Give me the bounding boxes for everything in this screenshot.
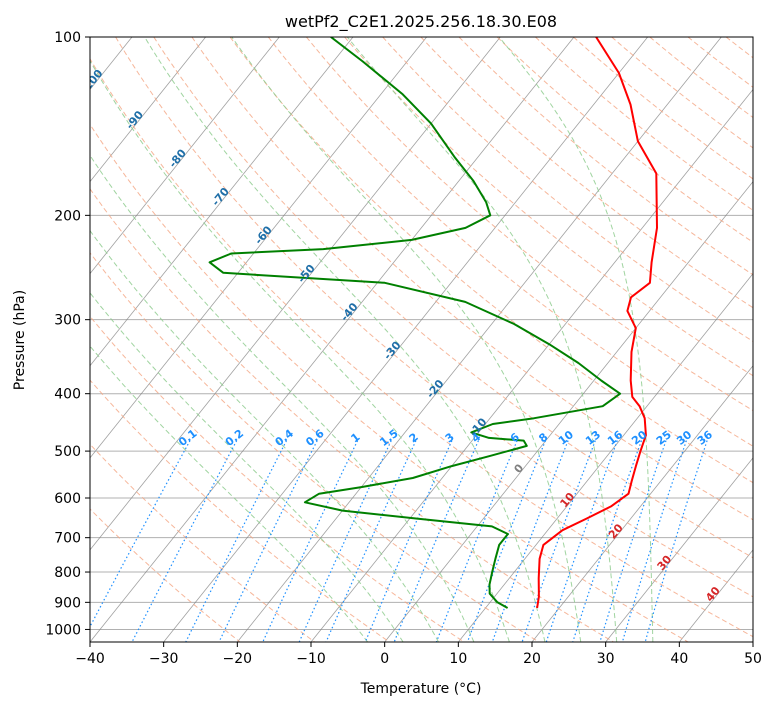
x-tick-label: 40 (670, 651, 688, 667)
y-tick-label: 400 (54, 387, 81, 403)
x-tick-label: 0 (380, 651, 389, 667)
isotherm-line (605, 457, 753, 642)
dry-adiabat (90, 188, 614, 642)
x-tick-label: −20 (223, 651, 253, 667)
skewed-isotherms (0, 37, 753, 642)
dry-adiabat (90, 123, 689, 642)
dry-adiabat (535, 37, 753, 211)
x-tick-label: 20 (523, 651, 541, 667)
dry-adiabat (496, 37, 753, 243)
dry-adiabat (458, 37, 753, 276)
chart-title: wetPf2_C2E1.2025.256.18.30.E08 (285, 12, 557, 32)
moist-adiabat (90, 292, 404, 642)
x-tick-label: 30 (597, 651, 615, 667)
mixing-ratio-line (393, 440, 479, 642)
x-tick-label: 10 (449, 651, 467, 667)
y-tick-label: 100 (54, 30, 81, 46)
mixing-ratio-line (131, 440, 238, 642)
dry-adiabat (267, 37, 753, 447)
moist-adiabat (90, 154, 475, 642)
dry-adiabat (90, 379, 390, 642)
y-tick-label: 700 (54, 531, 81, 547)
mixing-ratio-line (262, 440, 359, 642)
isotherm-line (310, 88, 753, 642)
mixing-ratio-line (298, 440, 392, 642)
moist-adiabat (90, 229, 439, 642)
mixing-ratio-line (185, 440, 288, 642)
y-tick-label: 200 (54, 208, 81, 224)
mixing-ratio-line (435, 440, 518, 642)
isotherm-line (0, 37, 58, 642)
x-tick-label: −30 (149, 651, 179, 667)
moist-adiabat (498, 37, 654, 642)
dry-adiabat (153, 37, 753, 559)
isotherm-line (90, 37, 427, 459)
dry-adiabat (115, 37, 753, 598)
y-tick-label: 500 (54, 444, 81, 460)
plot-frame (89, 36, 754, 643)
dry-adiabat (420, 37, 753, 309)
moist-adiabat (90, 345, 369, 642)
mixing-ratio-line (491, 440, 569, 642)
isotherm-line (531, 365, 753, 642)
x-tick-label: −40 (75, 651, 105, 667)
dewpoint-profile (208, 37, 622, 609)
x-tick-label: −10 (296, 651, 326, 667)
y-tick-label: 600 (54, 491, 81, 507)
y-tick-label: 300 (54, 313, 81, 329)
isotherm-line (90, 37, 206, 183)
x-axis-label: Temperature (°C) (360, 681, 482, 697)
mixing-ratio-line (218, 440, 318, 642)
y-axis-label: Pressure (hPa) (12, 290, 28, 390)
isotherm-line (90, 37, 354, 367)
y-tick-label: 900 (54, 595, 81, 611)
isotherm-line (752, 641, 753, 642)
y-tick-label: 800 (54, 565, 81, 581)
temperature-profile (536, 37, 658, 609)
isotherm-line (237, 37, 722, 642)
mixing-ratio-line (599, 440, 667, 642)
dry-adiabat (611, 37, 753, 149)
isotherm-line (90, 37, 501, 551)
mixing-ratio-line (364, 440, 453, 642)
moist-adiabats (90, 37, 654, 642)
mixing-ratio-line (621, 440, 687, 642)
moist-adiabat (144, 37, 546, 642)
dry-adiabat (764, 37, 775, 642)
axis-ticks: −40 −30 −20 −10 0 10 20 30 40 50 100 200 300 400 500 60… (45, 30, 762, 667)
isotherm-line (163, 37, 648, 642)
x-tick-label: 50 (744, 651, 762, 667)
profiles (208, 37, 658, 609)
dry-adiabat (90, 443, 315, 642)
isotherm-line (384, 180, 753, 642)
mixing-ratio-line (325, 440, 417, 642)
dry-adiabat (90, 508, 241, 642)
mixing-ratio-lines (90, 440, 708, 642)
y-tick-label: 1000 (45, 622, 81, 638)
isotherm-line (458, 273, 753, 642)
dry-adiabat (229, 37, 753, 484)
dry-adiabat (90, 252, 540, 642)
isotherm-line (90, 37, 280, 275)
plot-background (90, 37, 753, 642)
isotherm-line (90, 37, 575, 642)
mixing-ratio-line (466, 440, 547, 642)
moist-adiabat (231, 37, 582, 642)
